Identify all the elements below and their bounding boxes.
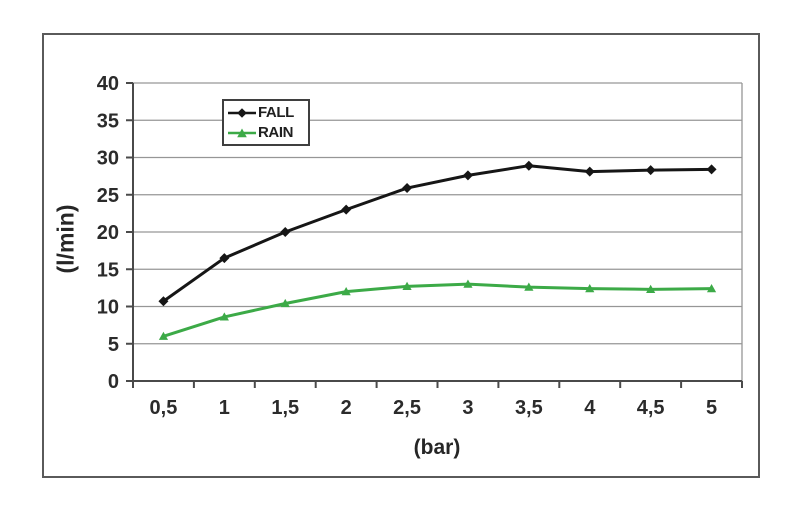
fall-data-point-5: [462, 170, 473, 181]
fall-data-point-8: [645, 165, 656, 176]
rain-series-line: [161, 282, 714, 338]
x-tick-label-3: 2: [341, 397, 352, 419]
legend-label-fall: FALL: [258, 104, 294, 121]
rain-data-point-9: [706, 284, 717, 293]
fall-data-point-4: [402, 183, 413, 194]
rain-data-point-6: [524, 282, 534, 291]
x-axis-title: (bar): [413, 436, 461, 459]
y-tick-label-35: 35: [97, 110, 119, 132]
rain-data-point-1: [219, 312, 229, 321]
x-tick-label-6: 3,5: [515, 397, 543, 419]
x-tick-label-8: 4,5: [637, 397, 665, 419]
rain-data-point-2: [280, 298, 290, 308]
x-tick-label-2: 1,5: [271, 397, 299, 419]
y-axis-title: (l/min): [52, 204, 79, 274]
y-tick-label-25: 25: [97, 185, 119, 207]
rain-data-point-0: [158, 331, 169, 340]
x-tick-label-7: 4: [584, 397, 596, 419]
chart-legend: FALL RAIN: [222, 99, 310, 146]
fall-data-point-9: [706, 164, 717, 175]
x-tick-label-1: 1: [219, 397, 230, 419]
y-tick-label-20: 20: [97, 222, 119, 244]
fall-data-point-6: [523, 160, 534, 171]
x-tick-label-5: 3: [462, 397, 473, 419]
y-tick-label-15: 15: [97, 259, 119, 281]
fall-data-point-0: [158, 296, 169, 307]
fall-series-line: [161, 164, 714, 303]
rain-data-point-4: [402, 281, 412, 290]
x-tick-label-4: 2,5: [393, 397, 421, 419]
fall-data-point-1: [219, 253, 230, 264]
legend-label-rain: RAIN: [258, 124, 294, 141]
fall-data-point-7: [584, 166, 595, 177]
y-tick-label-0: 0: [108, 371, 119, 393]
rain-data-point-3: [341, 287, 351, 296]
y-tick-label-40: 40: [97, 73, 119, 95]
x-tick-label-0: 0,5: [150, 397, 178, 419]
rain-data-point-8: [646, 284, 656, 293]
y-tick-label-10: 10: [97, 297, 119, 319]
flow-vs-pressure-chart: 0 5 10 15 20 25 30 35 40 0,5 1 1,5 2 2,5 3 3,5 4 4,5 5: [97, 73, 743, 419]
y-tick-label-5: 5: [108, 334, 119, 356]
rain-series-marker-icon: [228, 128, 256, 137]
legend-item-rain: RAIN: [227, 123, 305, 142]
legend-item-fall: FALL: [227, 103, 305, 122]
y-tick-label-30: 30: [97, 148, 119, 170]
rain-data-point-7: [585, 284, 595, 293]
rain-data-point-5: [463, 279, 473, 288]
fall-data-point-3: [341, 204, 352, 215]
fall-data-point-2: [280, 227, 291, 237]
x-tick-label-9: 5: [706, 397, 717, 419]
fall-series-marker-icon: [228, 107, 256, 118]
chart-frame: 0 5 10 15 20 25 30 35 40 0,5 1 1,5 2 2,5 3 3,5 4 4,5 5 FAL…: [42, 33, 760, 478]
